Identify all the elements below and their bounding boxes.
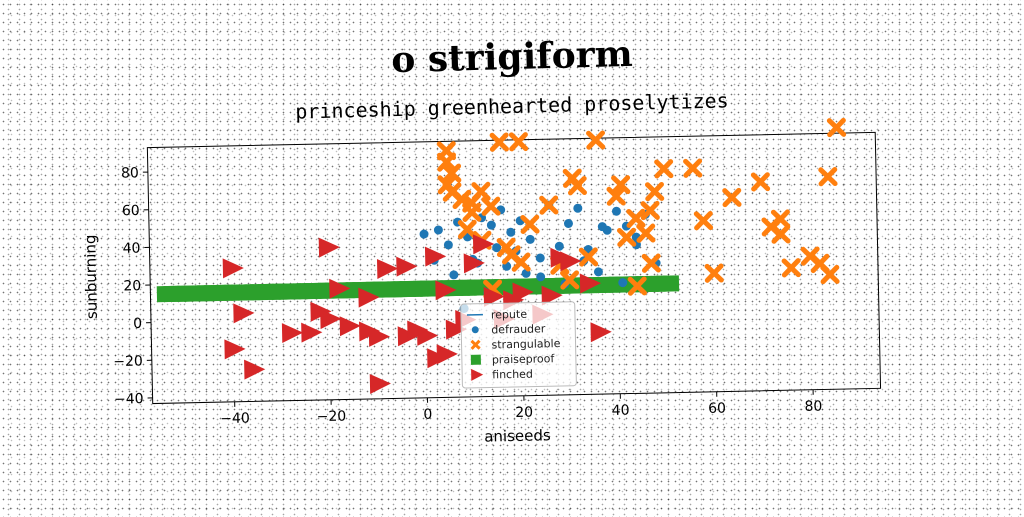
finched-point — [223, 258, 244, 278]
finched-point — [301, 322, 322, 342]
x-axis-label: aniseeds — [484, 426, 551, 445]
strangulable-point — [492, 135, 506, 149]
strangulable-point — [619, 230, 633, 244]
defrauder-point — [594, 267, 603, 276]
finched-point — [369, 326, 390, 346]
y-tick-label: 0 — [133, 316, 142, 332]
defrauder-point — [419, 229, 428, 238]
finched-point — [340, 316, 361, 336]
defrauder-point — [555, 242, 564, 251]
defrauder-point — [526, 235, 535, 244]
x-tick-label: −40 — [220, 411, 250, 428]
defrauder-point — [573, 204, 582, 213]
x-tick-label: 0 — [423, 407, 432, 423]
x-tick-label: 20 — [515, 405, 533, 421]
x-tick-label: −20 — [316, 409, 346, 426]
strangulable-point — [725, 190, 739, 204]
legend-label-finched: finched — [492, 368, 533, 382]
strangulable-point — [629, 211, 643, 225]
finched-point — [224, 339, 245, 359]
legend-label-defrauder: defrauder — [491, 322, 546, 336]
strangulable-point — [589, 133, 603, 147]
strangulable-point — [823, 267, 837, 281]
strangulable-point — [542, 198, 556, 212]
x-tick-label: 60 — [708, 401, 726, 417]
legend-label-repute: repute — [491, 308, 528, 322]
finched-point — [560, 251, 581, 271]
strangulable-point — [821, 170, 835, 184]
defrauder-point — [487, 221, 496, 230]
finched-point — [377, 259, 398, 279]
finched-point — [320, 309, 341, 329]
finched-point — [370, 374, 391, 394]
x-tick-label: 40 — [612, 403, 630, 419]
y-tick-label: 40 — [122, 241, 140, 257]
finched-point — [319, 237, 340, 257]
defrauder-point — [506, 228, 515, 237]
y-tick-label: −40 — [114, 391, 144, 408]
praiseproof-point — [663, 275, 679, 291]
y-tick-label: 60 — [122, 203, 140, 219]
strangulable-point — [484, 199, 498, 213]
defrauder-point — [444, 240, 453, 249]
y-tick-label: −20 — [113, 353, 143, 370]
strangulable-point — [829, 120, 843, 134]
strangulable-point — [784, 261, 798, 275]
defrauder-point — [434, 225, 443, 234]
strangulable-point — [511, 135, 525, 149]
strangulable-point — [647, 184, 661, 198]
strangulable-point — [639, 226, 653, 240]
legend-label-praiseproof: praiseproof — [492, 352, 556, 366]
defrauder-point — [449, 270, 458, 279]
finched-point — [233, 303, 254, 323]
defrauder-point — [536, 253, 545, 262]
x-tick-label: 80 — [804, 399, 822, 415]
finched-point — [437, 344, 458, 364]
y-axis-label: sunburning — [81, 234, 101, 319]
y-tick-label: 20 — [123, 278, 141, 294]
legend-label-strangulable: strangulable — [491, 337, 560, 351]
strangulable-point — [707, 266, 721, 280]
legend-handle-praiseproof — [471, 355, 481, 365]
strangulable-point — [657, 162, 671, 176]
strangulable-point — [753, 175, 767, 189]
finched-point — [590, 322, 611, 342]
y-tick-label: 80 — [121, 165, 139, 181]
strangulable-point — [523, 217, 537, 231]
defrauder-point — [564, 219, 573, 228]
finched-point — [244, 359, 265, 379]
finched-point — [282, 323, 303, 343]
defrauder-point — [612, 207, 621, 216]
finched-point — [396, 256, 417, 276]
strangulable-point — [696, 214, 710, 228]
strangulable-point — [686, 161, 700, 175]
